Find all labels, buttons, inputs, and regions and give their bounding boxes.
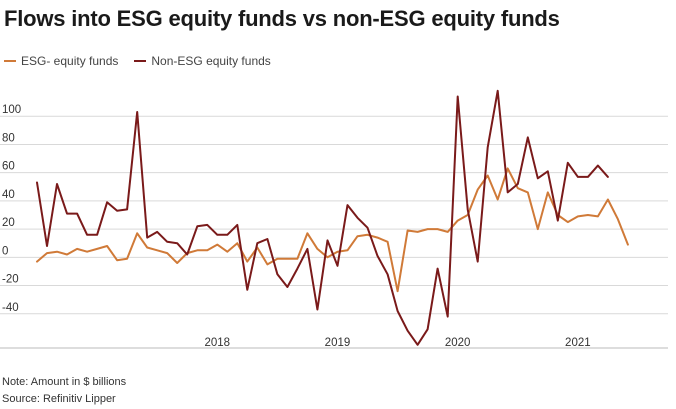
legend-item-non-esg: Non-ESG equity funds [134, 54, 271, 68]
x-tick-label: 2018 [204, 337, 230, 349]
x-tick-label: 2020 [445, 337, 471, 349]
series-line-esg [36, 167, 629, 293]
y-tick-label: 100 [2, 104, 21, 116]
y-tick-label: -40 [2, 302, 19, 314]
legend-item-esg: ESG- equity funds [4, 54, 118, 68]
chart-title: Flows into ESG equity funds vs non-ESG e… [4, 6, 560, 31]
y-tick-label: 20 [2, 217, 15, 229]
legend-label-esg: ESG- equity funds [21, 54, 119, 68]
x-tick-label: 2019 [325, 337, 351, 349]
x-tick-label: 2021 [565, 337, 591, 349]
y-tick-label: 0 [2, 245, 8, 257]
chart-note: Note: Amount in $ billions [2, 376, 127, 388]
series-line-non-esg [36, 89, 609, 346]
legend-swatch-non-esg [134, 60, 147, 62]
legend-swatch-esg [4, 60, 16, 62]
legend-label-non-esg: Non-ESG equity funds [151, 54, 271, 68]
y-tick-label: 40 [2, 189, 15, 201]
chart-legend: ESG- equity funds Non-ESG equity funds [4, 54, 287, 68]
y-tick-label: 80 [2, 132, 15, 144]
y-tick-label: 60 [2, 161, 15, 173]
y-tick-label: -20 [2, 274, 19, 286]
chart-source: Source: Refinitiv Lipper [2, 393, 116, 405]
